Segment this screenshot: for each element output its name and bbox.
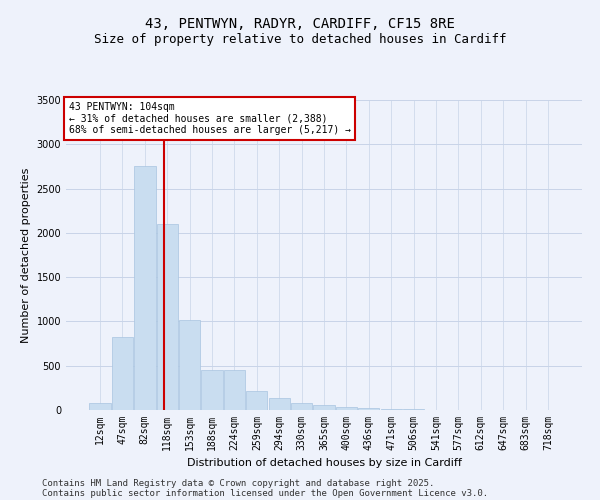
Bar [313, 405, 335, 410]
Bar [112, 338, 133, 410]
Bar [269, 398, 290, 410]
Bar [134, 166, 155, 410]
Bar [89, 404, 111, 410]
Bar [246, 392, 268, 410]
X-axis label: Distribution of detached houses by size in Cardiff: Distribution of detached houses by size … [187, 458, 461, 468]
Text: Size of property relative to detached houses in Cardiff: Size of property relative to detached ho… [94, 32, 506, 46]
Text: Contains HM Land Registry data © Crown copyright and database right 2025.: Contains HM Land Registry data © Crown c… [42, 478, 434, 488]
Bar [157, 224, 178, 410]
Y-axis label: Number of detached properties: Number of detached properties [21, 168, 31, 342]
Text: 43, PENTWYN, RADYR, CARDIFF, CF15 8RE: 43, PENTWYN, RADYR, CARDIFF, CF15 8RE [145, 18, 455, 32]
Bar [336, 407, 357, 410]
Bar [358, 408, 379, 410]
Bar [380, 409, 402, 410]
Text: Contains public sector information licensed under the Open Government Licence v3: Contains public sector information licen… [42, 488, 488, 498]
Bar [224, 370, 245, 410]
Bar [291, 404, 312, 410]
Bar [179, 320, 200, 410]
Bar [202, 370, 223, 410]
Text: 43 PENTWYN: 104sqm
← 31% of detached houses are smaller (2,388)
68% of semi-deta: 43 PENTWYN: 104sqm ← 31% of detached hou… [68, 102, 350, 134]
